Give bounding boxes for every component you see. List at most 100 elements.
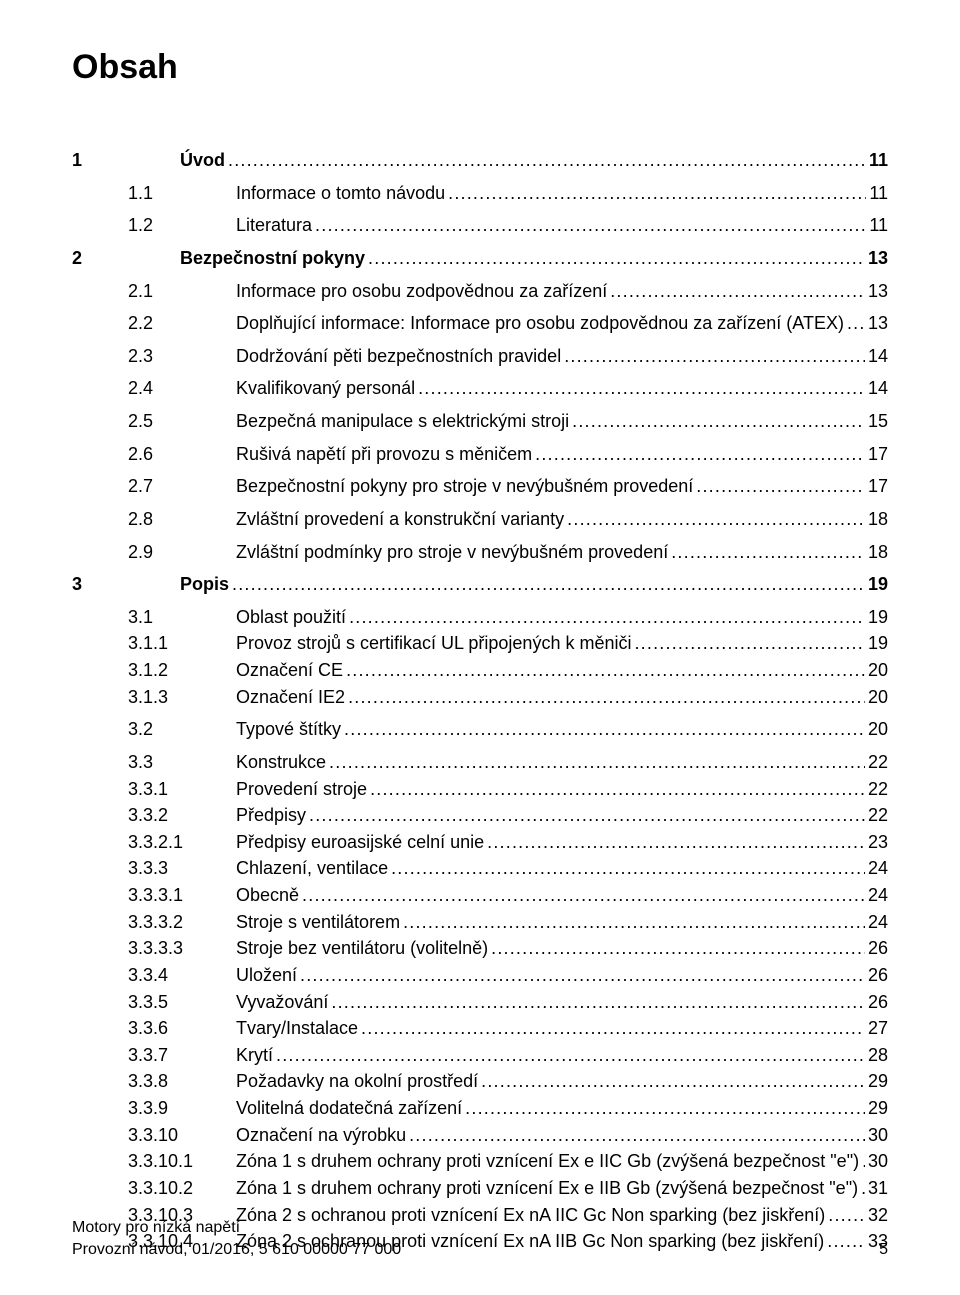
toc-entry: 2.7Bezpečnostní pokyny pro stroje v nevý… [72,473,888,500]
toc-leader-dots [302,882,865,909]
toc-entry: 3.3.5Vyvažování26 [72,989,888,1016]
toc-entry-number: 3.3.2 [128,802,236,829]
toc-leader-dots [329,749,865,776]
toc-entry-number: 3.3.1 [128,776,236,803]
footer-doc-title: Motory pro nízká napětí [72,1219,888,1237]
toc-leader-dots [370,776,865,803]
toc-entry-page: 19 [868,630,888,657]
toc-entry-label: Označení CE [236,657,343,684]
toc-entry-page: 24 [868,855,888,882]
toc-leader-dots [361,1015,865,1042]
toc-entry-number: 3.3.3.3 [128,935,236,962]
toc-entry-page: 15 [868,408,888,435]
toc-entry: 3.3.3.1Obecně24 [72,882,888,909]
toc-leader-dots [448,180,866,207]
toc-entry: 2.9Zvláštní podmínky pro stroje v nevýbu… [72,539,888,566]
toc-entry-label: Stroje s ventilátorem [236,909,400,936]
toc-entry-label: Doplňující informace: Informace pro osob… [236,310,844,337]
toc-entry-label: Tvary/Instalace [236,1015,358,1042]
toc-entry-page: 14 [868,375,888,402]
toc-leader-dots [847,310,865,337]
toc-entry-page: 17 [868,441,888,468]
toc-entry-page: 29 [868,1068,888,1095]
toc-leader-dots [344,716,865,743]
toc-entry-page: 22 [868,749,888,776]
toc-entry-label: Oblast použití [236,604,346,631]
toc-entry-page: 26 [868,935,888,962]
table-of-contents: 1Úvod 111.1Informace o tomto návodu111.2… [72,147,888,1255]
toc-entry-label: Uložení [236,962,297,989]
toc-leader-dots [564,343,865,370]
toc-entry-number: 3.3.3 [128,855,236,882]
toc-entry-label: Kvalifikovaný personál [236,375,415,402]
toc-entry: 2.8Zvláštní provedení a konstrukční vari… [72,506,888,533]
toc-leader-dots [300,962,865,989]
toc-entry-number: 3.1.3 [128,684,236,711]
toc-entry: 3.3.3Chlazení, ventilace24 [72,855,888,882]
toc-entry-label: Požadavky na okolní prostředí [236,1068,478,1095]
toc-entry: 3.3.3.2Stroje s ventilátorem24 [72,909,888,936]
toc-entry-page: 11 [869,212,888,239]
toc-entry: 3.1Oblast použití 19 [72,604,888,631]
toc-entry-number: 3 [72,571,96,598]
toc-entry-page: 19 [868,604,888,631]
toc-entry-number: 3.1.2 [128,657,236,684]
toc-entry-page: 22 [868,802,888,829]
toc-entry-page: 20 [868,657,888,684]
toc-entry-page: 24 [868,882,888,909]
footer-page-number: 5 [879,1241,888,1259]
toc-entry-page: 17 [868,473,888,500]
toc-leader-dots [309,802,865,829]
toc-entry-number: 3.3 [128,749,236,776]
toc-entry-label: Popis [180,571,229,598]
toc-entry-page: 29 [868,1095,888,1122]
toc-leader-dots [487,829,865,856]
toc-leader-dots [465,1095,865,1122]
toc-entry-number: 3.3.10 [128,1122,236,1149]
toc-entry: 3.1.1Provoz strojů s certifikací UL přip… [72,630,888,657]
footer-doc-id: Provozní návod, 01/2016, 5 610 00000 77 … [72,1241,401,1259]
toc-entry-number: 3.3.6 [128,1015,236,1042]
toc-entry-label: Typové štítky [236,716,341,743]
toc-entry-page: 20 [868,684,888,711]
toc-entry: 3.2Typové štítky20 [72,716,888,743]
toc-leader-dots [232,571,865,598]
toc-leader-dots [409,1122,865,1149]
toc-entry: 3.3.10Označení na výrobku30 [72,1122,888,1149]
toc-entry: 3.3.10.2Zóna 1 s druhem ochrany proti vz… [72,1175,888,1202]
toc-entry: 2.4Kvalifikovaný personál14 [72,375,888,402]
toc-entry-label: Dodržování pěti bezpečnostních pravidel [236,343,561,370]
toc-entry-page: 13 [868,278,888,305]
toc-entry-number: 2 [72,245,96,272]
toc-leader-dots [349,604,865,631]
toc-entry: 2.1Informace pro osobu zodpovědnou za za… [72,278,888,305]
toc-entry-page: 11 [869,147,888,174]
toc-entry: 3.3.2Předpisy 22 [72,802,888,829]
toc-entry-number: 3.3.4 [128,962,236,989]
toc-leader-dots [228,147,866,174]
toc-entry-page: 13 [868,245,888,272]
toc-entry-page: 13 [868,310,888,337]
toc-entry-label: Zóna 1 s druhem ochrany proti vznícení E… [236,1175,858,1202]
toc-entry-page: 24 [868,909,888,936]
toc-entry-label: Předpisy euroasijské celní unie [236,829,484,856]
toc-entry: 3.3.10.1Zóna 1 s druhem ochrany proti vz… [72,1148,888,1175]
toc-entry: 3.3.1Provedení stroje22 [72,776,888,803]
toc-entry-number: 2.9 [128,539,236,566]
toc-entry-label: Volitelná dodatečná zařízení [236,1095,462,1122]
toc-entry-page: 28 [868,1042,888,1069]
toc-leader-dots [481,1068,865,1095]
toc-entry: 3.3.9Volitelná dodatečná zařízení29 [72,1095,888,1122]
toc-entry-label: Zvláštní podmínky pro stroje v nevýbušné… [236,539,668,566]
toc-entry-page: 27 [868,1015,888,1042]
toc-entry-label: Informace o tomto návodu [236,180,445,207]
toc-entry-label: Konstrukce [236,749,326,776]
toc-entry-page: 23 [868,829,888,856]
toc-entry-number: 3.1 [128,604,236,631]
toc-leader-dots [634,630,864,657]
toc-leader-dots [491,935,865,962]
toc-entry-label: Úvod [180,147,225,174]
toc-entry-label: Předpisy [236,802,306,829]
toc-leader-dots [696,473,865,500]
toc-entry-label: Provedení stroje [236,776,367,803]
